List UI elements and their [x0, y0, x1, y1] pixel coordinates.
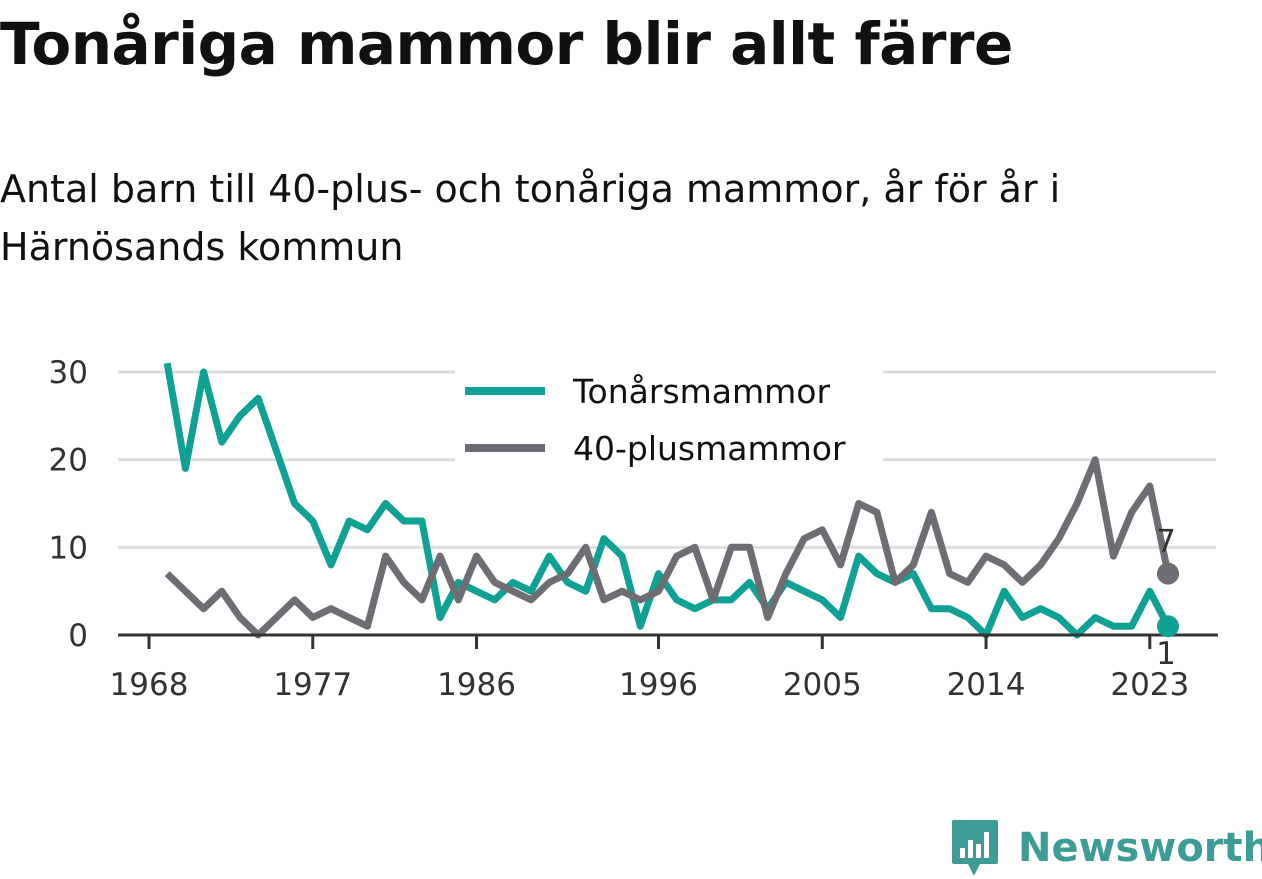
x-tick-label: 2005: [783, 667, 862, 703]
endpoint-dot-0: [1157, 615, 1179, 638]
x-tick-label: 1968: [110, 667, 189, 703]
x-tick-label: 2023: [1110, 667, 1189, 703]
endpoint-label-1: 7: [1156, 524, 1176, 560]
series-line-0: [163, 362, 1172, 639]
grid-lines: 0 10 20 30: [49, 355, 1216, 654]
series-lines: [163, 362, 1172, 639]
brand-name: Newsworthy: [1018, 825, 1262, 871]
y-tick-label: 20: [49, 443, 88, 479]
y-tick-label: 10: [49, 530, 88, 566]
bar-chart-icon: [952, 820, 998, 876]
endpoint-label-0: 1: [1156, 636, 1176, 672]
x-tick-label: 1977: [273, 667, 352, 703]
legend: Tonårsmammor 40-plusmammor: [455, 368, 883, 468]
endpoint-dot-1: [1157, 562, 1179, 585]
series-line-1: [164, 456, 1172, 639]
legend-label-40plus: 40-plusmammor: [573, 429, 846, 468]
x-axis: 1968 1977 1986 1996 2005 2014 2023: [110, 633, 1218, 703]
y-tick-label: 0: [68, 618, 88, 654]
legend-label-teen: Tonårsmammor: [572, 372, 830, 411]
x-tick-label: 1986: [437, 667, 516, 703]
y-tick-label: 30: [49, 355, 88, 391]
chart-title: Tonåriga mammor blir allt färre: [0, 10, 1013, 78]
x-tick-label: 1996: [619, 667, 698, 703]
newsworthy-logo: Newsworthy: [950, 818, 1262, 878]
x-tick-label: 2014: [947, 667, 1026, 703]
endpoint-markers: 17: [1156, 524, 1179, 672]
chart-subtitle: Antal barn till 40-plus- och tonåriga ma…: [0, 167, 1061, 269]
